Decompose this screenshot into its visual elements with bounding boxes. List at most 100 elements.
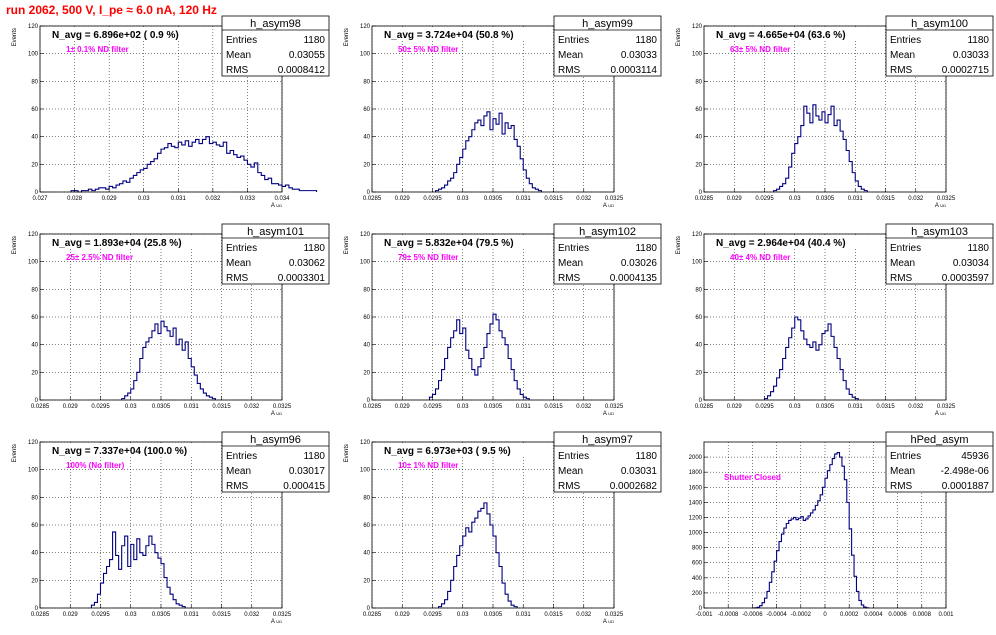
stats-value: 0.03034 [953,258,990,269]
navg-label: N_avg = 5.832e+04 (79.5 %) [384,238,514,249]
y-tick-label: 40 [695,343,702,349]
y-tick-label: 0 [367,190,371,196]
histogram-pad-h-asym101: 0.0285 0.029 0.0295 0.03 0.0305 0.031 0.0315 0.… [0,220,332,427]
x-tick-label: 0.034 [274,196,290,202]
y-tick-label: 0 [367,398,371,404]
x-tick-label: -0.0008 [718,612,739,618]
navg-background [48,27,205,41]
stats-label: Mean [558,258,583,269]
stats-value: 0.0002682 [610,481,658,492]
y-tick-label: 40 [31,551,38,557]
navg-label: N_avg = 1.893e+04 (25.8 %) [52,238,182,249]
y-axis-label: Events [676,236,682,254]
stats-label: Entries [226,35,257,46]
x-tick-label: 0.0325 [605,612,624,618]
y-tick-label: 0 [35,606,39,612]
x-tick-label: 0.03 [125,612,137,618]
filter-label: 25± 2.5% ND filter [66,253,133,262]
x-tick-label: 0.0295 [91,612,110,618]
y-tick-label: 20 [695,162,702,168]
stats-label: Mean [890,258,915,269]
stats-label: Mean [558,50,583,61]
x-axis-label-subscript: UD [276,411,282,416]
stats-label: Entries [890,451,921,462]
y-tick-label: 200 [692,591,703,597]
x-tick-label: 0.0305 [816,404,835,410]
x-tick-label: 0.029 [727,196,743,202]
stats-value: 0.03031 [621,466,658,477]
y-tick-label: 600 [692,561,703,567]
stats-label: Entries [890,35,921,46]
x-tick-label: 0.0315 [212,612,231,618]
histogram-line [438,502,518,608]
stats-value: 1180 [635,451,657,462]
y-tick-label: 80 [695,287,702,293]
x-axis-label: A UD [603,411,614,417]
y-tick-label: 120 [692,24,703,30]
x-tick-label: 0.029 [395,196,411,202]
y-tick-label: 0 [699,190,703,196]
stats-label: Entries [890,243,921,254]
stats-value: 1180 [303,451,325,462]
x-axis-label-subscript: UD [608,411,614,416]
y-axis-label: Events [12,444,18,462]
y-tick-label: 120 [360,24,371,30]
stats-box [885,431,994,493]
y-tick-label: 0 [35,190,39,196]
y-tick-label: 20 [363,162,370,168]
x-tick-label: 0.029 [63,404,79,410]
y-axis-label: Events [12,28,18,46]
x-tick-label: 0.0295 [423,404,442,410]
stats-label: Entries [558,35,589,46]
stats-label: Mean [558,466,583,477]
y-tick-label: 20 [31,370,38,376]
filter-label: Shutter Closed [724,473,781,482]
stats-label: Mean [226,258,251,269]
x-tick-label: 0.0305 [484,612,503,618]
x-tick-label: 0.0315 [876,404,895,410]
histogram-pad-h-asym96: 0.0285 0.029 0.0295 0.03 0.0305 0.031 0.0315 0.… [0,428,332,635]
filter-label: 1± 0.1% ND filter [66,45,129,54]
navg-background [712,235,869,249]
histogram-svg: 0.0285 0.029 0.0295 0.03 0.0305 0.031 0.0315 0.… [344,15,662,209]
x-axis-label-subscript: UD [276,203,282,208]
stats-value: 0.03017 [289,466,326,477]
x-tick-label: 0.031 [516,404,532,410]
x-axis-label: A UD [271,619,282,625]
y-tick-label: 80 [363,287,370,293]
x-axis-label-subscript: UD [940,203,946,208]
x-tick-label: -0.0002 [791,612,812,618]
histogram-pad-h-asym100: 0.0285 0.029 0.0295 0.03 0.0305 0.031 0.0315 0.… [664,12,996,219]
stats-label: Mean [226,466,251,477]
stats-label: Entries [226,243,257,254]
y-tick-label: 100 [360,468,371,474]
stats-label: Mean [226,50,251,61]
y-tick-label: 1800 [689,470,703,476]
stats-label: RMS [226,481,249,492]
stats-label: RMS [558,481,581,492]
navg-label: N_avg = 7.337e+04 (100.0 %) [52,446,187,457]
x-tick-label: 0.0285 [695,196,714,202]
page-title: run 2062, 500 V, I_pe ≈ 6.0 nA, 120 Hz [6,3,217,17]
x-tick-label: 0.0295 [755,196,774,202]
histogram-svg: 0.0285 0.029 0.0295 0.03 0.0305 0.031 0.0315 0.… [12,223,330,417]
x-tick-label: 0.032 [205,196,221,202]
stats-label: RMS [890,273,913,284]
x-tick-label: 0.0006 [888,612,907,618]
stats-value: 0.0004135 [610,273,658,284]
x-tick-label: 0.0325 [937,196,956,202]
x-tick-label: 0.03 [457,404,469,410]
x-axis-label: A UD [603,619,614,625]
y-tick-label: 20 [695,370,702,376]
y-tick-label: 60 [363,523,370,529]
y-tick-label: 100 [692,52,703,58]
x-tick-label: 0.032 [244,612,260,618]
stats-label: Entries [558,451,589,462]
y-tick-label: 60 [363,107,370,113]
x-axis-label-subscript: UD [940,411,946,416]
stats-label: RMS [558,273,581,284]
histogram-pad-h-asym97: 0.0285 0.029 0.0295 0.03 0.0305 0.031 0.0315 0.… [332,428,664,635]
x-tick-label: 0.0295 [423,196,442,202]
stats-value: 0.0003114 [610,65,657,76]
filter-label: 50± 5% ND filter [398,45,458,54]
